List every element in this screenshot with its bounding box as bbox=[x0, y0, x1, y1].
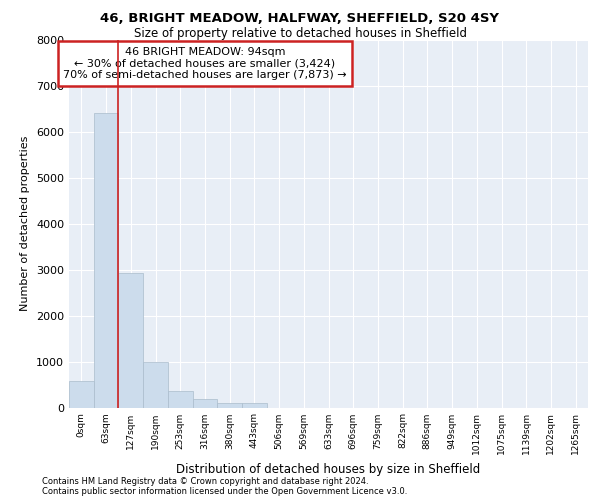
Text: 46, BRIGHT MEADOW, HALFWAY, SHEFFIELD, S20 4SY: 46, BRIGHT MEADOW, HALFWAY, SHEFFIELD, S… bbox=[101, 12, 499, 26]
X-axis label: Distribution of detached houses by size in Sheffield: Distribution of detached houses by size … bbox=[176, 463, 481, 476]
Y-axis label: Number of detached properties: Number of detached properties bbox=[20, 136, 31, 312]
Bar bbox=[242, 404, 267, 407]
Bar bbox=[193, 400, 217, 407]
Text: Contains public sector information licensed under the Open Government Licence v3: Contains public sector information licen… bbox=[42, 487, 407, 496]
Bar bbox=[143, 362, 168, 408]
Bar bbox=[118, 274, 143, 407]
Text: 46 BRIGHT MEADOW: 94sqm
← 30% of detached houses are smaller (3,424)
70% of semi: 46 BRIGHT MEADOW: 94sqm ← 30% of detache… bbox=[63, 47, 347, 80]
Bar bbox=[217, 403, 242, 407]
Text: Size of property relative to detached houses in Sheffield: Size of property relative to detached ho… bbox=[133, 28, 467, 40]
Bar bbox=[69, 382, 94, 407]
Bar bbox=[94, 112, 118, 408]
Text: Contains HM Land Registry data © Crown copyright and database right 2024.: Contains HM Land Registry data © Crown c… bbox=[42, 477, 368, 486]
Bar bbox=[168, 391, 193, 407]
